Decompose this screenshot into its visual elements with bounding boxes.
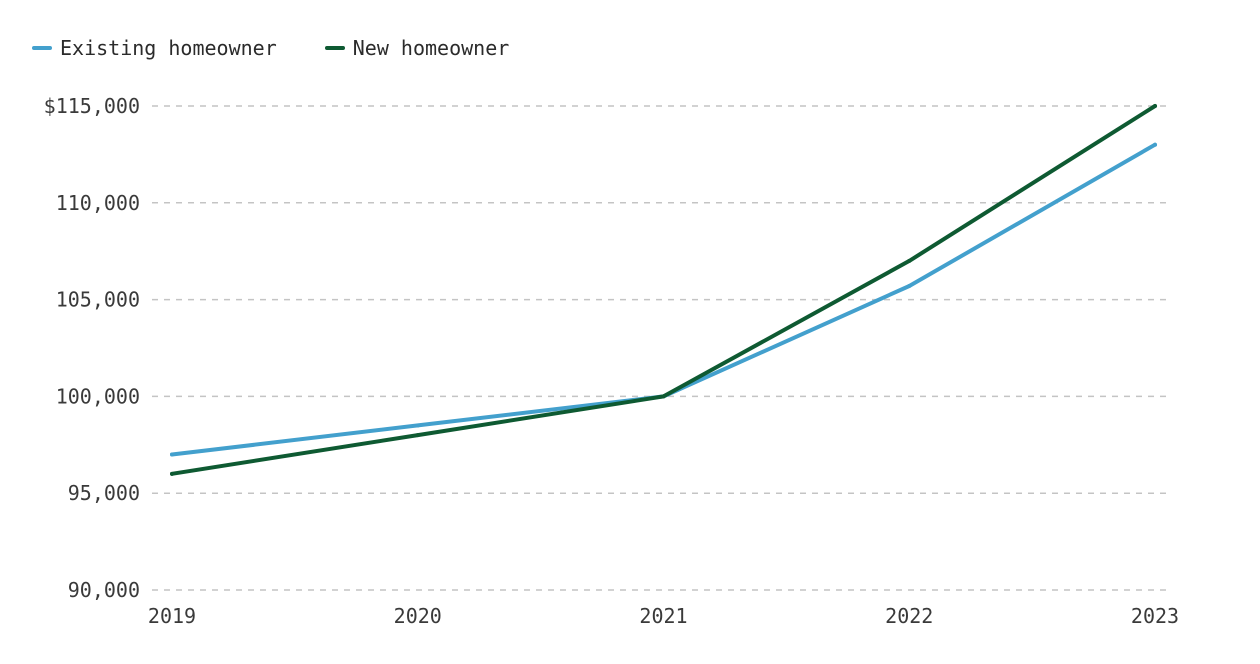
data-point-existing-homeowner-2023 [1153, 142, 1157, 147]
x-tick-label-2022: 2022 [885, 604, 933, 628]
data-point-new-homeowner-2020 [415, 433, 420, 438]
data-point-new-homeowner-2022 [907, 258, 912, 263]
x-tick-label-2023: 2023 [1131, 604, 1179, 628]
legend-item-existing-homeowner: Existing homeowner [32, 36, 277, 60]
data-point-new-homeowner-2021 [661, 394, 666, 399]
x-tick-label-2019: 2019 [148, 604, 196, 628]
y-tick-label-100000: 100,000 [56, 384, 140, 408]
data-point-existing-homeowner-2020 [415, 423, 420, 428]
y-tick-label-90000: 90,000 [68, 578, 140, 602]
legend-label-existing-homeowner: Existing homeowner [60, 36, 277, 60]
y-tick-label-105000: 105,000 [56, 288, 140, 312]
legend-item-new-homeowner: New homeowner [324, 36, 510, 60]
data-point-existing-homeowner-2022 [907, 284, 912, 289]
y-tick-label-115000: $115,000 [44, 94, 140, 118]
y-tick-label-110000: 110,000 [56, 191, 140, 215]
data-point-new-homeowner-2019 [170, 471, 174, 476]
y-tick-label-95000: 95,000 [68, 481, 140, 505]
legend-swatch-new-homeowner [324, 46, 345, 50]
x-tick-label-2020: 2020 [394, 604, 442, 628]
data-point-new-homeowner-2023 [1153, 104, 1157, 108]
x-tick-label-2021: 2021 [639, 604, 687, 628]
legend-swatch-existing-homeowner [32, 46, 52, 50]
data-point-existing-homeowner-2019 [170, 452, 174, 457]
chart-legend: Existing homeowner New homeowner [32, 34, 509, 62]
legend-label-new-homeowner: New homeowner [352, 36, 510, 60]
series-line-new-homeowner [170, 104, 1157, 476]
